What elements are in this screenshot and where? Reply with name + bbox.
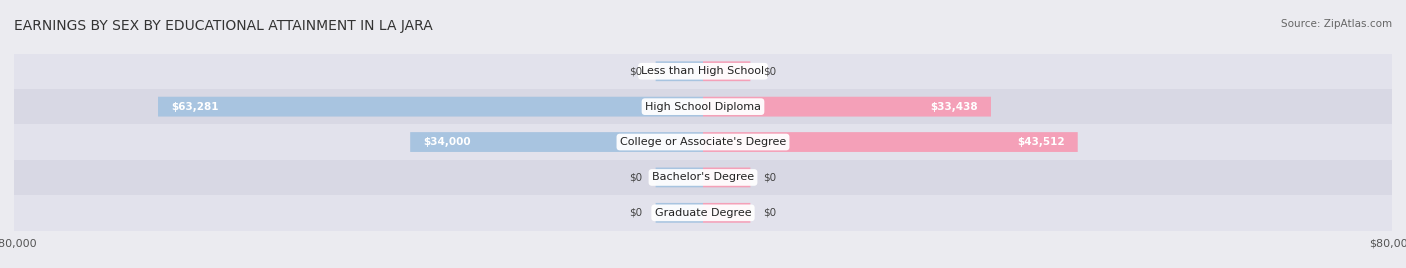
- Text: $0: $0: [630, 172, 643, 183]
- Text: $34,000: $34,000: [423, 137, 471, 147]
- Text: $43,512: $43,512: [1017, 137, 1064, 147]
- Bar: [14, 160, 1392, 195]
- Text: $0: $0: [763, 208, 776, 218]
- Text: $33,438: $33,438: [931, 102, 979, 112]
- FancyBboxPatch shape: [655, 61, 703, 81]
- FancyBboxPatch shape: [655, 203, 703, 223]
- Text: High School Diploma: High School Diploma: [645, 102, 761, 112]
- Bar: [14, 54, 1392, 89]
- Text: $0: $0: [763, 172, 776, 183]
- FancyBboxPatch shape: [411, 132, 703, 152]
- Text: Graduate Degree: Graduate Degree: [655, 208, 751, 218]
- Text: $0: $0: [630, 66, 643, 76]
- Text: Less than High School: Less than High School: [641, 66, 765, 76]
- FancyBboxPatch shape: [703, 61, 751, 81]
- Bar: [14, 89, 1392, 124]
- FancyBboxPatch shape: [703, 132, 1078, 152]
- Text: $63,281: $63,281: [172, 102, 218, 112]
- Text: $0: $0: [630, 208, 643, 218]
- Text: $0: $0: [763, 66, 776, 76]
- Text: EARNINGS BY SEX BY EDUCATIONAL ATTAINMENT IN LA JARA: EARNINGS BY SEX BY EDUCATIONAL ATTAINMEN…: [14, 19, 433, 33]
- Text: Source: ZipAtlas.com: Source: ZipAtlas.com: [1281, 19, 1392, 29]
- Text: Bachelor's Degree: Bachelor's Degree: [652, 172, 754, 183]
- Bar: [14, 195, 1392, 230]
- FancyBboxPatch shape: [703, 203, 751, 223]
- FancyBboxPatch shape: [703, 97, 991, 117]
- FancyBboxPatch shape: [655, 168, 703, 187]
- FancyBboxPatch shape: [157, 97, 703, 117]
- FancyBboxPatch shape: [703, 168, 751, 187]
- Text: College or Associate's Degree: College or Associate's Degree: [620, 137, 786, 147]
- Bar: [14, 124, 1392, 160]
